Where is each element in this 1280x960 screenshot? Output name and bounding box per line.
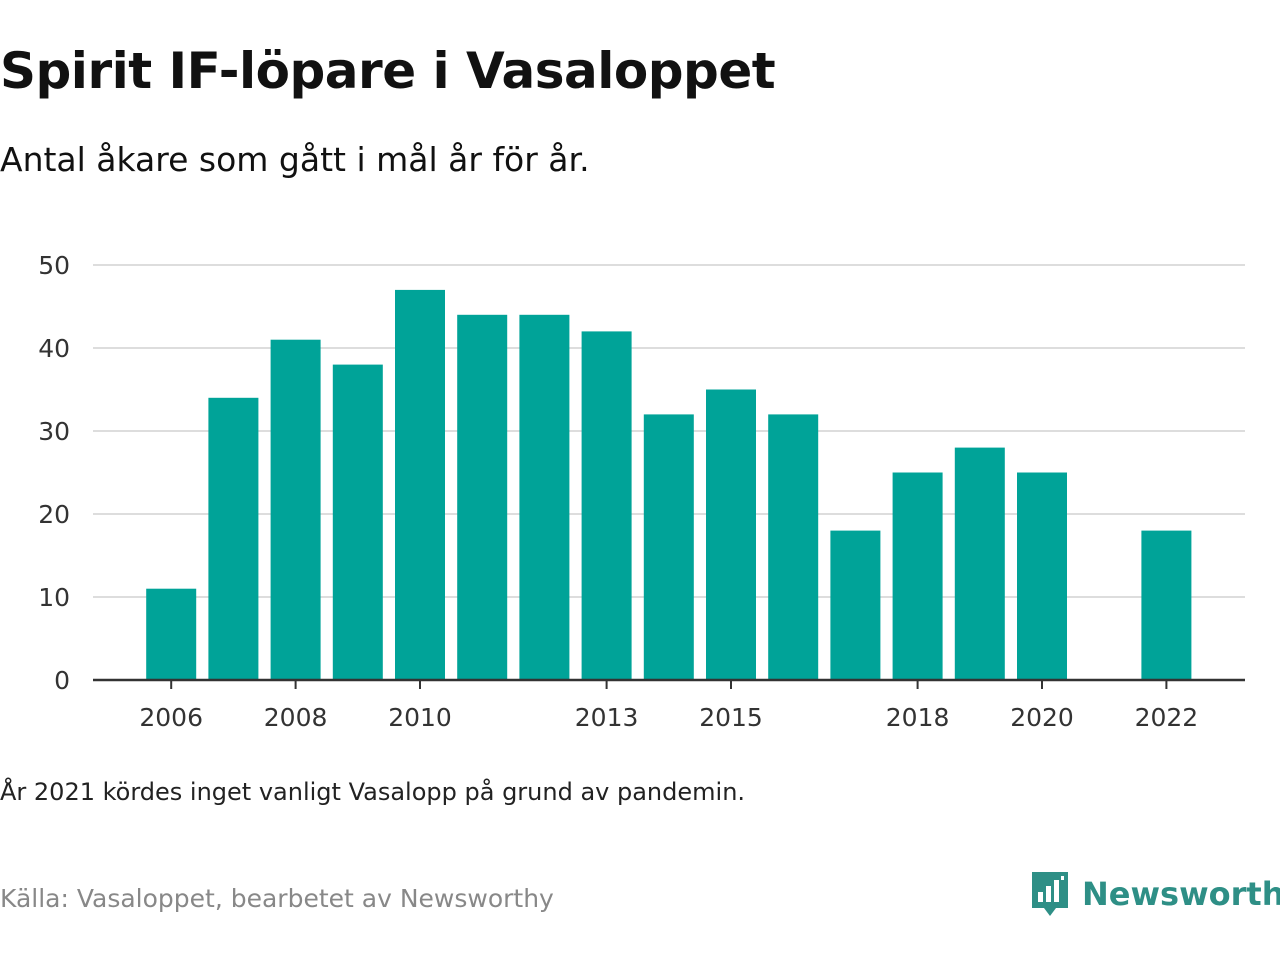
x-tick-label: 2006 (139, 703, 203, 732)
bar-2016 (768, 414, 819, 680)
chart-note: År 2021 kördes inget vanligt Vasalopp på… (0, 778, 746, 806)
bar-2020 (1017, 472, 1067, 680)
bar-2022 (1141, 530, 1192, 680)
y-tick-labels: 0 10 20 30 40 50 (38, 251, 70, 695)
y-tick-label: 20 (38, 500, 70, 529)
chart-subtitle: Antal åkare som gått i mål år för år. (0, 140, 590, 179)
x-tick-label: 2018 (886, 703, 950, 732)
bar-2017 (830, 530, 881, 680)
x-tick-labels: 2006 2008 2010 2013 2015 2018 2020 2022 (139, 680, 1198, 732)
bar-2013 (581, 331, 632, 680)
x-tick-label: 2015 (699, 703, 763, 732)
brand-logo: Newsworthy (1030, 870, 1280, 918)
y-tick-label: 0 (54, 666, 70, 695)
y-tick-label: 50 (38, 251, 70, 280)
bar-2015 (706, 389, 756, 680)
y-tick-label: 30 (38, 417, 70, 446)
bars (146, 289, 1192, 680)
bar-2007 (208, 397, 259, 680)
source-credit: Källa: Vasaloppet, bearbetet av Newswort… (0, 884, 554, 913)
y-tick-label: 40 (38, 334, 70, 363)
brand-name: Newsworthy (1082, 875, 1280, 913)
chart-title: Spirit IF-löpare i Vasaloppet (0, 42, 776, 100)
newsworthy-logo-icon (1032, 872, 1068, 916)
bar-2009 (332, 364, 383, 680)
bar-2012 (519, 314, 570, 680)
x-tick-label: 2013 (575, 703, 639, 732)
x-tick-label: 2008 (264, 703, 328, 732)
bar-2010 (395, 289, 445, 680)
bar-2019 (954, 447, 1005, 680)
bar-2014 (643, 414, 694, 680)
bar-2006 (146, 588, 197, 680)
x-tick-label: 2022 (1135, 703, 1199, 732)
bar-2008 (270, 339, 321, 680)
x-tick-label: 2010 (388, 703, 452, 732)
bar-2018 (892, 472, 943, 680)
bar-2011 (457, 314, 508, 680)
x-tick-label: 2020 (1010, 703, 1074, 732)
bar-chart: 0 10 20 30 40 50 2006 2008 2010 2013 2015 2018 2020… (38, 251, 1245, 732)
y-tick-label: 10 (38, 583, 70, 612)
